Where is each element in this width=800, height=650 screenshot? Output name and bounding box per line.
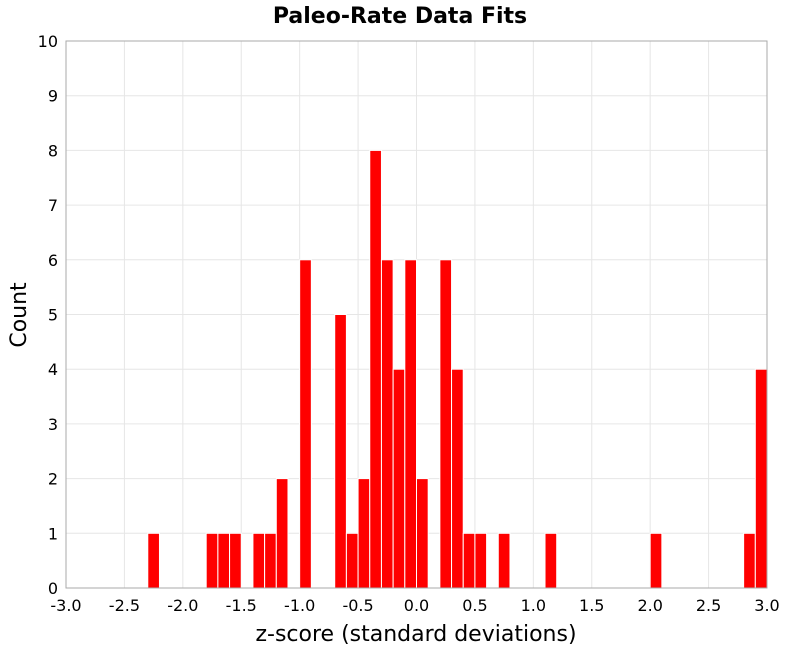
x-tick-label: 0.5 <box>462 596 487 615</box>
x-tick-label: -3.0 <box>50 596 81 615</box>
histogram-bar <box>334 314 347 589</box>
histogram-bar <box>147 532 160 589</box>
histogram-bar <box>357 478 371 589</box>
histogram-bar <box>275 478 289 589</box>
plot-frame <box>65 40 768 589</box>
histogram-bar <box>345 532 359 589</box>
x-tick-label: -1.5 <box>226 596 257 615</box>
y-tick-label: 9 <box>48 87 58 106</box>
histogram-bar <box>754 368 768 589</box>
histogram-bar <box>229 532 242 589</box>
y-tick-label: 2 <box>48 470 58 489</box>
histogram-bar <box>299 259 312 589</box>
x-tick-label: 2.5 <box>696 596 721 615</box>
x-tick-label: -0.5 <box>342 596 373 615</box>
y-tick-label: 3 <box>48 415 58 434</box>
histogram-bar <box>404 259 418 589</box>
histogram-bar <box>451 368 464 589</box>
y-tick-label: 1 <box>48 524 58 543</box>
histogram-bar <box>416 478 429 589</box>
histogram-bar <box>544 532 558 589</box>
histogram-bar <box>474 532 488 589</box>
y-tick-label: 4 <box>48 360 58 379</box>
histogram-bar <box>649 532 663 589</box>
y-tick-label: 10 <box>38 32 58 51</box>
x-axis-label: z-score (standard deviations) <box>255 622 576 647</box>
x-tick-label: 3.0 <box>754 596 779 615</box>
y-tick-label: 7 <box>48 196 58 215</box>
x-tick-label: -1.0 <box>284 596 315 615</box>
chart-title: Paleo-Rate Data Fits <box>273 4 527 29</box>
histogram-bar <box>264 532 277 589</box>
histogram-bar <box>743 532 756 589</box>
histogram-bar <box>462 532 476 589</box>
histogram-bar <box>205 532 219 589</box>
x-tick-label: 0.0 <box>404 596 429 615</box>
histogram-bar <box>439 259 453 589</box>
y-tick-label: 0 <box>48 579 58 598</box>
histogram-bar <box>380 259 394 589</box>
y-tick-label: 8 <box>48 141 58 160</box>
x-tick-label: 2.0 <box>637 596 662 615</box>
x-tick-label: 1.5 <box>579 596 604 615</box>
x-tick-labels: -3.0 -2.5 -2.0 -1.5 -1.0 -0.5 0.0 0.5 1.0 1.5 2.0 2… <box>50 596 779 615</box>
histogram-bar <box>392 368 406 589</box>
histogram-bar <box>369 149 382 589</box>
x-tick-label: -2.5 <box>109 596 140 615</box>
x-tick-label: 1.0 <box>521 596 546 615</box>
histogram-bar <box>497 532 511 589</box>
y-tick-labels: 0 1 2 3 4 5 6 7 8 9 10 <box>38 32 58 598</box>
histogram-bar <box>217 532 231 589</box>
x-tick-label: -2.0 <box>167 596 198 615</box>
y-axis-label: Count <box>7 282 32 348</box>
histogram-bar <box>252 532 266 589</box>
y-tick-label: 5 <box>48 306 58 325</box>
y-tick-label: 6 <box>48 251 58 270</box>
